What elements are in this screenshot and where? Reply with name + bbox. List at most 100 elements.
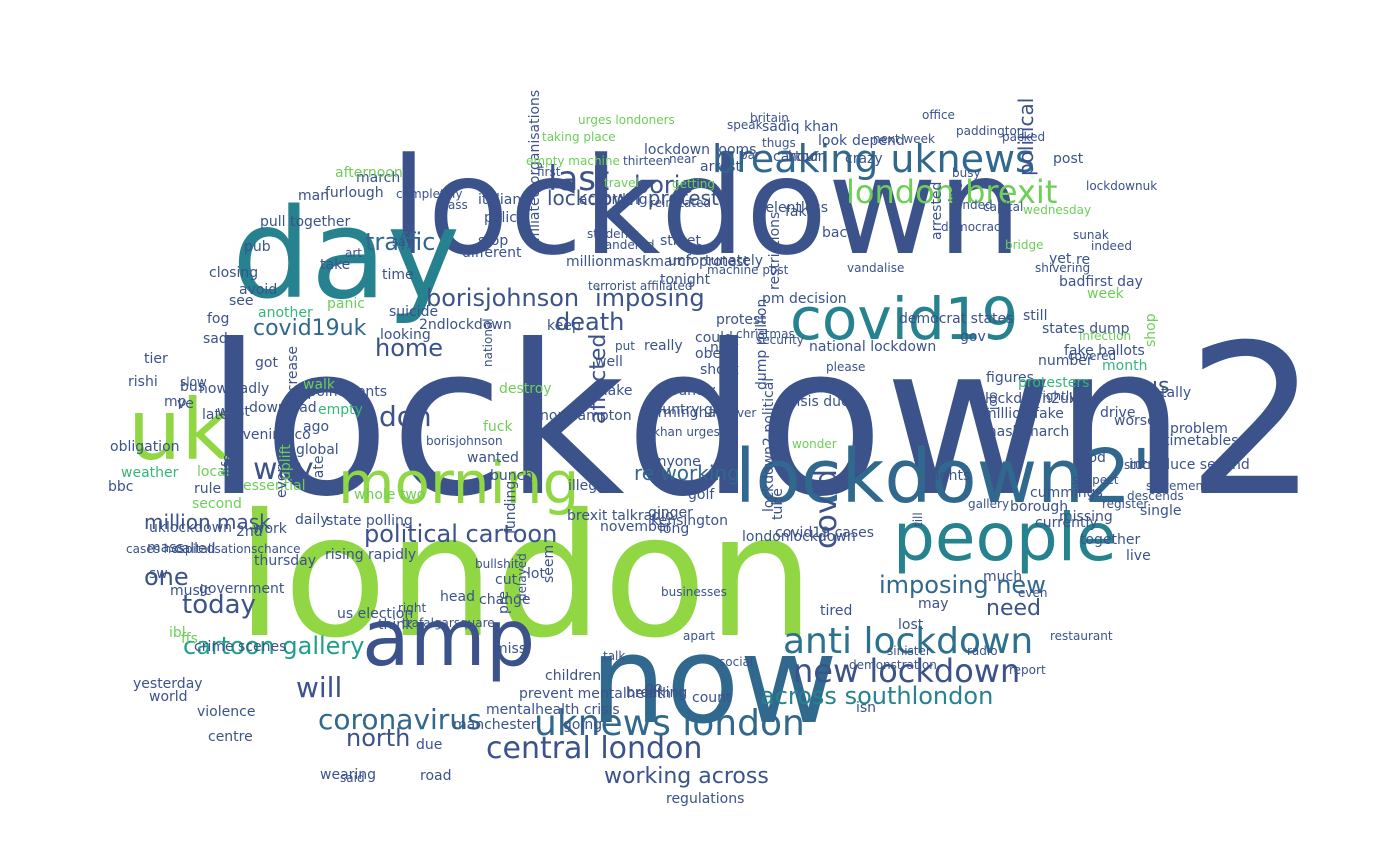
word-day: day [232, 183, 461, 327]
word-tier: tier [144, 351, 168, 367]
word-cartoon-gallery: cartoon gallery [183, 632, 365, 660]
word-right: right [398, 601, 427, 615]
word-capital: capital [983, 200, 1024, 214]
word-go: go [645, 680, 663, 696]
word-post: post [1053, 151, 1084, 167]
word-could: could [695, 330, 733, 346]
word-ve: ve [177, 396, 194, 412]
word-violence: violence [197, 704, 256, 720]
word-empty: empty [318, 402, 363, 418]
word-office: office [922, 108, 955, 122]
word-isn: isn [856, 700, 877, 716]
word-political-cartoon: political cartoon [364, 520, 558, 548]
word-till: till [911, 512, 925, 527]
word-badfirst-day: badfirst day [1059, 274, 1143, 290]
word-people: people [893, 499, 1117, 576]
word-unfortunately: unfortunately [668, 253, 764, 269]
word-protesters: protesters [1018, 375, 1090, 391]
word-weather: weather [121, 465, 179, 481]
word-funding: funding [503, 480, 519, 534]
word-lockdown2uk: lockdown2uk [985, 391, 1077, 407]
word-fake-ballots: fake ballots [1064, 343, 1145, 359]
word-empty-machine: empty machine [526, 154, 620, 168]
word-us: us [1144, 374, 1170, 399]
word-security: security [756, 333, 804, 347]
word-reinstated: reinstated [650, 196, 712, 210]
word-uknews-london: uknews london [534, 703, 805, 744]
word-introduce-second: introduce second [1129, 457, 1250, 473]
word-completely: completely [396, 187, 463, 201]
word-one: one [144, 563, 189, 591]
word-together: together [1080, 532, 1141, 548]
word-week: week [1087, 286, 1124, 302]
word-ginger: ginger [648, 505, 693, 521]
word-say: say [392, 235, 413, 249]
word-please: please [826, 360, 866, 374]
word-sunak: sunak [1073, 228, 1109, 242]
word-packed: packed [1002, 130, 1046, 144]
word-think: think [378, 617, 414, 633]
word-death: death [555, 308, 625, 336]
word-uplift: uplift [278, 444, 294, 480]
word-amp: amp [362, 594, 536, 684]
word-wednesday: wednesday [1023, 203, 1092, 217]
word-register: register [1102, 497, 1149, 511]
word-coronavirus: coronavirus [318, 703, 482, 736]
word-wanted: wanted [467, 450, 519, 466]
word-cases-hospitalisationschance: cases hospitalisationschance [126, 542, 301, 556]
word-relentless: relentless [760, 200, 829, 216]
word-brexit-talkradio: brexit talkradio [567, 508, 674, 524]
word-stuck: stuck [1124, 458, 1157, 472]
word-daily: daily [295, 512, 329, 528]
word-khan-urges: khan urges [653, 425, 720, 439]
word-social: social [719, 655, 754, 669]
word-italian: italian [478, 192, 522, 208]
word-back: back [822, 225, 856, 241]
word-world: world [149, 689, 188, 705]
word-sw: sw [149, 566, 168, 582]
word-near: near [669, 152, 697, 166]
word-country: country [662, 383, 716, 399]
word-mask-march: mask march [983, 424, 1070, 440]
word-problem: problem [1170, 421, 1228, 437]
word-rate: rate [311, 455, 327, 484]
word-need: need [986, 596, 1041, 621]
word-take: take [320, 257, 351, 273]
word-bbc: bbc [108, 479, 134, 495]
word-anti-lockdown: anti lockdown [783, 621, 1034, 662]
word-next-week: next week [873, 132, 935, 146]
word-machine-post: machine post [707, 263, 789, 277]
word-way: way [253, 452, 314, 487]
word-millionmaskmarch-protest: millionmaskmarch protest [566, 254, 749, 270]
word-protest: protest [716, 312, 766, 328]
word-going: going [563, 717, 603, 733]
word-destroy: destroy [499, 381, 552, 397]
word-fuck: fuck [483, 419, 513, 435]
word-breaking-uknews: breaking uknews [712, 137, 1035, 181]
word-still: still [1023, 308, 1048, 324]
word-single: single [1140, 503, 1182, 519]
word-getting: getting [672, 177, 715, 191]
word-million-mask: million mask [144, 510, 271, 534]
word-borough: borough [1010, 499, 1069, 515]
word-time: time [382, 267, 414, 283]
word-rule: rule [194, 481, 222, 497]
word-mass: mass [147, 540, 184, 556]
word-terrorist-affiliated: terrorist affiliated [588, 279, 693, 293]
word-national: national [481, 318, 495, 367]
word-bridge: bridge [1005, 238, 1044, 252]
word-crime-scenes: crime scenes [194, 639, 287, 655]
word-urges-londoners: urges londoners [578, 113, 675, 127]
word-north: north [346, 724, 411, 752]
word-government: government [199, 581, 285, 597]
word-rishi: rishi [128, 374, 158, 390]
word-radio: radio [967, 644, 998, 658]
word-pull-together: pull together [260, 214, 351, 230]
word-speak: speak [727, 118, 763, 132]
word-re: re [1076, 252, 1091, 268]
word-kensington: kensington [651, 513, 728, 529]
word-wearing: wearing [320, 767, 377, 783]
word-fake: fake [785, 204, 815, 220]
word-uklockdown: uklockdown [149, 520, 233, 536]
